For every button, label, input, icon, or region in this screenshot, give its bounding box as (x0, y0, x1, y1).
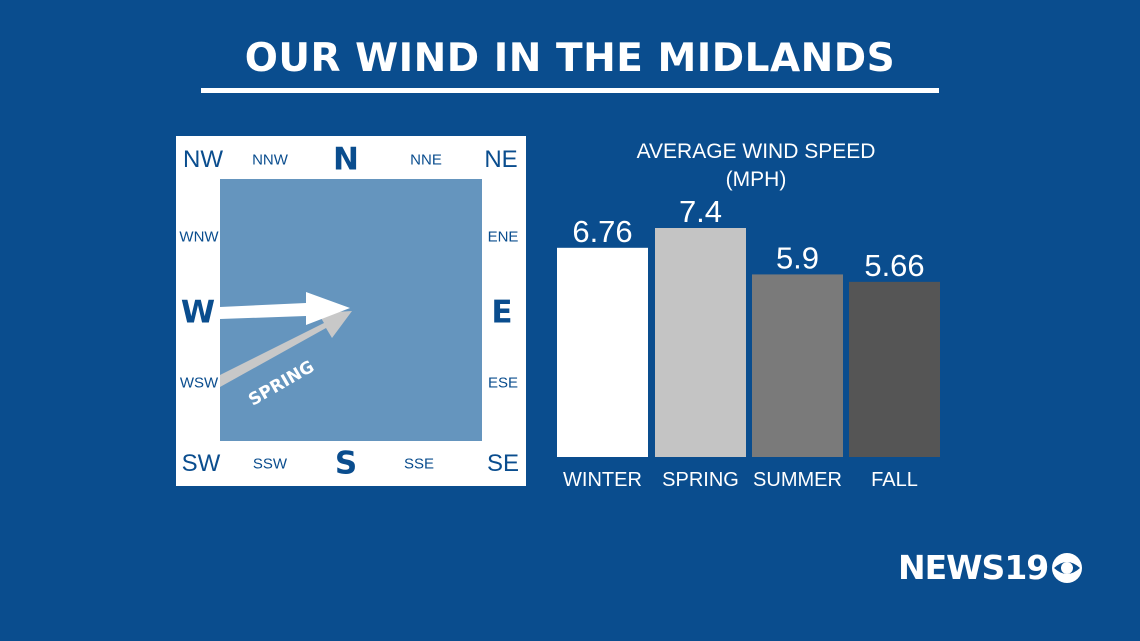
page-title: OUR WIND IN THE MIDLANDS (244, 36, 896, 81)
compass-label-nnw: NNW (252, 151, 288, 169)
bar-summer (752, 274, 843, 457)
wind-arrows: SPRING (220, 292, 352, 410)
compass-label-n: N (333, 141, 359, 178)
bar-spring (655, 228, 746, 457)
compass-label-se: SE (486, 450, 520, 477)
wind-compass: N S E W NW NE SW SE NNW NNE WNW ENE WSW … (176, 136, 526, 486)
chart-title: AVERAGE WIND SPEED (636, 140, 876, 163)
title-underline (201, 88, 939, 93)
value-label-spring: 7.4 (679, 194, 722, 229)
news19-logo: NEWS19 (898, 548, 1084, 587)
compass-label-ese: ESE (487, 374, 519, 392)
chart-subtitle: (MPH) (725, 168, 787, 191)
bar-winter (557, 247, 648, 457)
value-label-winter: 6.76 (572, 214, 632, 249)
compass-label-e: E (491, 294, 513, 331)
compass-label-wnw: WNW (179, 228, 219, 246)
compass-label-w: W (180, 294, 216, 331)
compass-label-sse: SSE (403, 455, 435, 473)
logo-text: NEWS19 (898, 548, 1049, 587)
category-label-spring: SPRING (662, 469, 739, 491)
compass-label-ssw: SSW (252, 455, 288, 473)
category-label-fall: FALL (871, 469, 918, 491)
compass-label-ene: ENE (487, 228, 519, 246)
compass-label-s: S (334, 445, 358, 482)
value-label-summer: 5.9 (776, 240, 819, 275)
compass-label-ne: NE (484, 146, 518, 173)
category-label-winter: WINTER (563, 469, 642, 491)
spring-arrow (220, 311, 352, 387)
winter-arrow (220, 292, 350, 325)
compass-label-sw: SW (181, 450, 221, 477)
cbs-eye-icon (1052, 552, 1083, 583)
value-label-fall: 5.66 (864, 248, 924, 283)
compass-label-wsw: WSW (179, 374, 219, 392)
category-label-summer: SUMMER (753, 469, 842, 491)
compass-label-nne: NNE (410, 151, 442, 169)
compass-label-nw: NW (183, 146, 223, 173)
bar-fall (849, 281, 940, 457)
